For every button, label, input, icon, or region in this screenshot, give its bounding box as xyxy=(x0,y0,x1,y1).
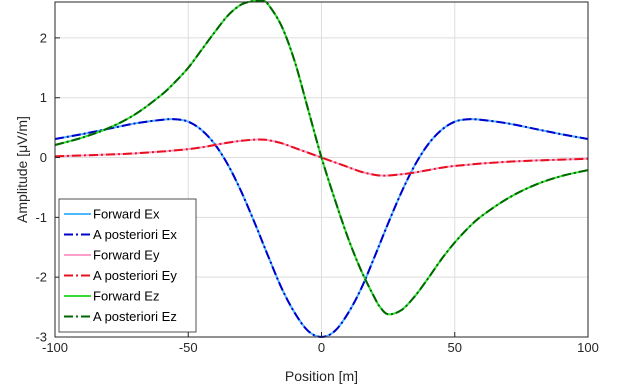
y-tick-label: -1 xyxy=(35,210,47,225)
y-tick-label: 0 xyxy=(40,150,47,165)
legend-label-a-posteriori-ez: A posteriori Ez xyxy=(93,309,177,324)
x-axis-label: Position [m] xyxy=(285,368,358,384)
legend: Forward Ex A posteriori Ex Forward Ey A pos… xyxy=(58,198,197,333)
legend-label-a-posteriori-ey: A posteriori Ey xyxy=(93,268,177,283)
series-line-a-posteriori-ez xyxy=(54,0,589,316)
legend-label-forward-ey: Forward Ey xyxy=(93,248,160,263)
series-line-a-posteriori-ey xyxy=(54,138,589,177)
legend-label-forward-ez: Forward Ez xyxy=(93,289,159,304)
y-axis-label: Amplitude [μV/m] xyxy=(14,116,30,223)
y-tick-label: -3 xyxy=(35,330,47,345)
axis-ticks: -100 -50 0 50 100 -3 -2 -1 0 1 2 xyxy=(35,30,598,355)
x-tick-label: 50 xyxy=(448,340,462,355)
legend-box xyxy=(58,198,197,333)
x-tick-label: -50 xyxy=(179,340,198,355)
legend-label-forward-ex: Forward Ex xyxy=(93,207,160,222)
y-tick-label: 2 xyxy=(40,30,47,45)
x-tick-label: -100 xyxy=(42,340,68,355)
y-tick-label: -2 xyxy=(35,270,47,285)
x-tick-label: 100 xyxy=(577,340,599,355)
y-tick-label: 1 xyxy=(40,90,47,105)
x-tick-label: 0 xyxy=(318,340,325,355)
legend-label-a-posteriori-ex: A posteriori Ex xyxy=(93,227,177,242)
